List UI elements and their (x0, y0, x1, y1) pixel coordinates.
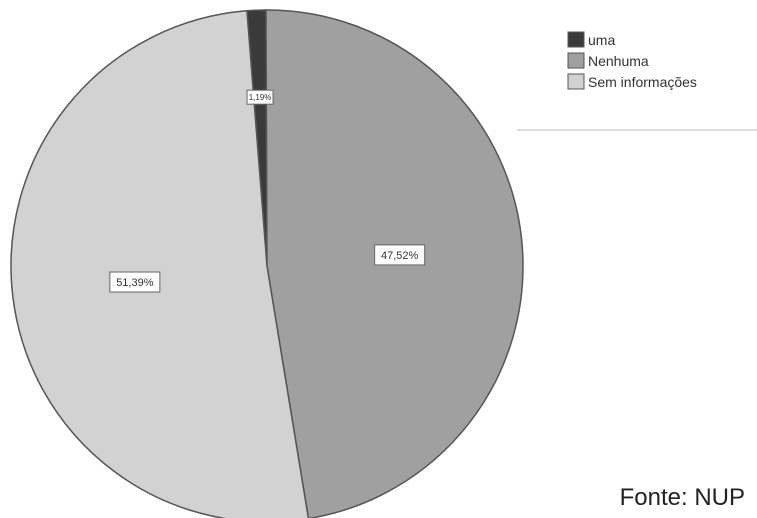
legend: uma Nenhuma Sem informações (567, 31, 697, 90)
legend-swatch (567, 73, 585, 90)
legend-swatch (567, 52, 585, 69)
slice-value-label: 51,39% (116, 277, 154, 289)
slice-label-box (374, 244, 426, 266)
legend-item-sem-informacoes: Sem informações (567, 73, 697, 90)
legend-label: uma (588, 32, 615, 48)
slice-label-sem-informacoes: 51,39% (109, 271, 161, 293)
pie-slice-labels: 1,19% 47,52% 51,39% (109, 89, 426, 293)
slice-label-box (109, 271, 161, 293)
slice-label-uma: 1,19% (246, 89, 274, 105)
legend-item-nenhuma: Nenhuma (567, 52, 649, 69)
slice-label-box (246, 89, 274, 105)
legend-label: Nenhuma (588, 53, 649, 69)
legend-swatch (567, 31, 585, 48)
pie-slices (10, 9, 524, 518)
pie-slice-sem-informacoes (10, 9, 310, 518)
slice-label-nenhuma: 47,52% (374, 244, 426, 266)
legend-item-uma: uma (567, 31, 615, 48)
slice-value-label: 1,19% (249, 93, 272, 102)
source-note: Fonte: NUP (619, 484, 745, 511)
slice-value-label: 47,52% (381, 250, 419, 262)
legend-label: Sem informações (588, 74, 697, 90)
